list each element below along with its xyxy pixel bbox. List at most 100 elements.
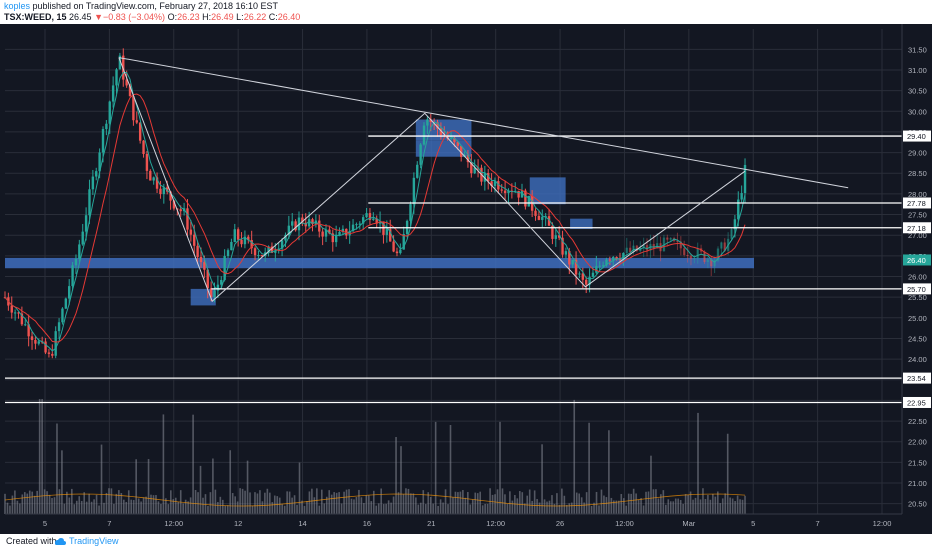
volume-bar — [323, 503, 326, 514]
trend-drawings[interactable] — [5, 57, 902, 404]
volume-bar — [19, 503, 21, 514]
time-axis[interactable]: 5 7 12:00 12 14 16 21 12:00 26 12:00 Mar 5 7 12:00 — [5, 513, 902, 528]
volume-bar — [184, 499, 187, 514]
candle-body — [574, 259, 578, 275]
y-tick-label: 31.00 — [908, 66, 927, 75]
candle-body — [645, 245, 649, 251]
volume-bar — [566, 504, 568, 514]
candle-body — [591, 272, 595, 277]
candle-body — [213, 290, 216, 298]
volume-bar — [78, 496, 81, 514]
price-label-text: 29.40 — [907, 132, 926, 141]
candle-body — [655, 243, 659, 249]
volume-bar — [655, 489, 657, 514]
volume-bar — [254, 492, 256, 514]
candle-body — [385, 229, 389, 235]
candle-body — [287, 225, 291, 235]
volume-bar — [224, 505, 227, 514]
y-tick-label: 24.50 — [908, 334, 927, 343]
y-tick-label: 22.00 — [908, 438, 927, 447]
volume-bar — [316, 488, 318, 514]
candle-body — [564, 251, 568, 255]
volume-bar — [291, 497, 293, 514]
candle-body — [51, 353, 54, 356]
volume-bar — [692, 499, 694, 514]
candle-body — [527, 195, 530, 207]
candle-body — [71, 265, 74, 287]
candle-body — [743, 164, 747, 194]
volume-bar — [58, 489, 61, 514]
zigzag-pattern-line — [118, 57, 746, 303]
volume-bar — [632, 488, 635, 514]
chart-grid — [5, 29, 902, 514]
volume-bar — [405, 488, 407, 514]
volume-bar — [231, 493, 234, 514]
volume-bar — [650, 455, 652, 514]
price-axis[interactable]: 31.5031.0030.5030.0029.5029.0028.5028.00… — [901, 24, 931, 514]
y-tick-label: 27.50 — [908, 211, 927, 220]
price-chart[interactable]: 31.5031.0030.5030.0029.5029.0028.5028.00… — [0, 24, 932, 534]
candle-body — [571, 259, 574, 265]
high-value: 26.49 — [211, 12, 234, 22]
candle-body — [34, 339, 37, 344]
candle-body — [419, 144, 422, 165]
volume-bar — [511, 500, 514, 514]
candle-body — [524, 190, 527, 207]
cloud-icon — [55, 538, 66, 546]
volume-bar — [420, 502, 422, 514]
volume-bar — [358, 489, 360, 514]
volume-bar — [674, 498, 677, 514]
volume-bar — [677, 498, 679, 514]
volume-bar — [113, 503, 115, 514]
price-label-badge — [903, 130, 931, 142]
price-label-badge — [903, 396, 931, 408]
volume-bar — [459, 491, 462, 514]
volume-bar — [531, 500, 533, 514]
volume-bar — [110, 488, 113, 514]
volume-bar — [407, 488, 410, 514]
x-tick-label: Mar — [682, 519, 695, 528]
volume-bar — [375, 505, 378, 514]
x-tick-label: 12:00 — [873, 519, 892, 528]
price-label-badge — [903, 372, 931, 384]
last-price: 26.45 — [69, 12, 92, 22]
tradingview-logo[interactable]: TradingView — [54, 536, 119, 546]
candle-body — [260, 255, 264, 257]
volume-bar — [4, 493, 6, 514]
volume-bar — [229, 450, 232, 514]
candle-body — [311, 219, 314, 225]
candle-body — [321, 231, 324, 237]
candle-body — [125, 79, 128, 86]
author-link[interactable]: koples — [4, 1, 31, 11]
volume-bar — [412, 493, 415, 514]
volume-bar — [24, 492, 26, 514]
candle-body — [588, 276, 591, 285]
volume-bar — [293, 495, 296, 514]
candle-body — [64, 298, 68, 309]
volume-bar — [244, 490, 246, 514]
candle-body — [487, 173, 490, 182]
volume-bar — [298, 462, 301, 514]
volume-bar — [645, 491, 647, 514]
volume-bar — [209, 492, 212, 514]
candle-body — [449, 137, 453, 139]
volume-bar — [434, 421, 437, 514]
candle-body — [74, 258, 78, 266]
candle-body — [632, 245, 635, 253]
price-label-text: 26.40 — [907, 256, 926, 265]
volume-bar — [474, 492, 477, 514]
candle-body — [625, 247, 628, 254]
volume-bar — [613, 500, 615, 514]
volume-bar — [509, 491, 511, 514]
candle-body — [203, 262, 206, 270]
volume-bar — [387, 500, 390, 514]
candle-body — [679, 241, 683, 249]
open-label: O: — [167, 12, 178, 22]
candle-body — [165, 187, 169, 192]
symbol-info: TSX:WEED, 15 26.45 ▼−0.83 (−3.04%) O:26.… — [4, 12, 300, 23]
candle-body — [459, 145, 463, 157]
volume-bar — [462, 490, 464, 514]
volume-bar — [687, 494, 689, 514]
candle-body — [689, 255, 693, 259]
volume-bar — [234, 496, 236, 514]
